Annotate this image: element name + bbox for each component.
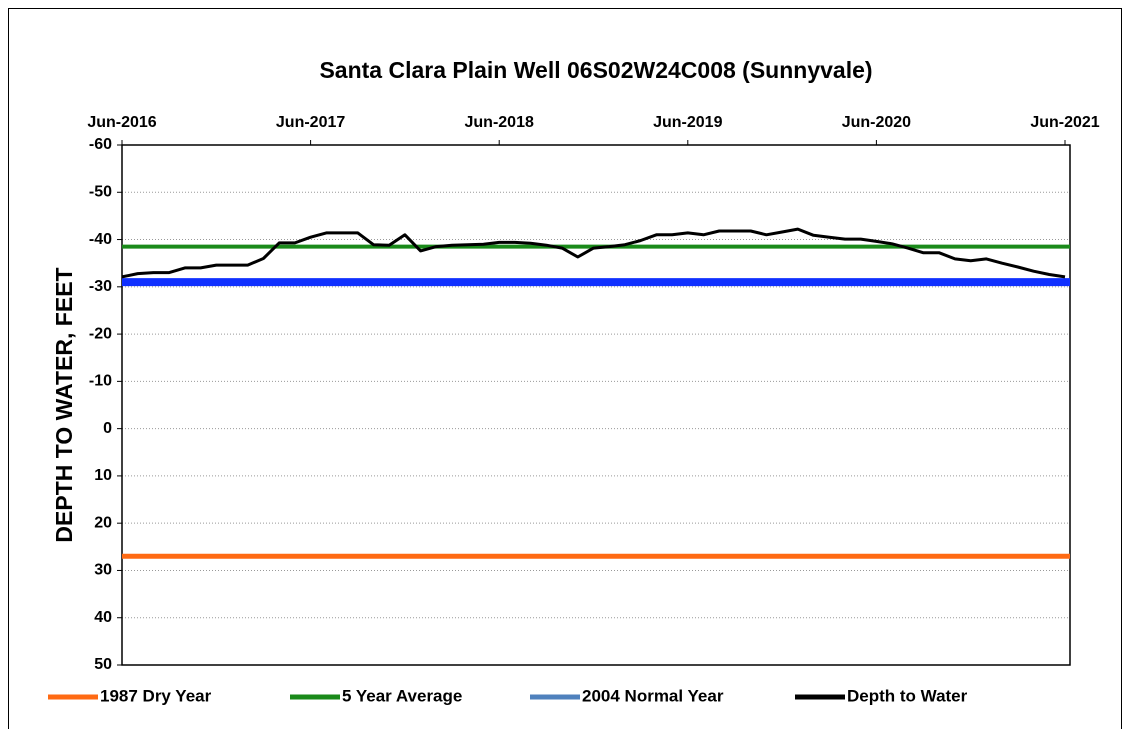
y-tick-label: 50 — [94, 656, 112, 673]
x-tick-label: Jun-2021 — [1030, 114, 1099, 131]
y-axis-label: DEPTH TO WATER, FEET — [51, 267, 77, 542]
x-tick-label: Jun-2017 — [276, 114, 345, 131]
legend-label: 1987 Dry Year — [100, 686, 212, 705]
x-tick-label: Jun-2020 — [842, 114, 911, 131]
y-tick-label: -50 — [89, 183, 112, 200]
chart-border — [8, 8, 1122, 729]
legend-label: 2004 Normal Year — [582, 686, 724, 705]
y-tick-label: -20 — [89, 325, 112, 342]
legend-label: 5 Year Average — [342, 686, 462, 705]
x-tick-label: Jun-2018 — [465, 114, 534, 131]
chart-title: Santa Clara Plain Well 06S02W24C008 (Sun… — [319, 57, 872, 83]
y-tick-label: -10 — [89, 373, 112, 390]
y-tick-label: 40 — [94, 609, 112, 626]
plot-area — [121, 144, 1071, 666]
y-tick-label: 0 — [103, 420, 112, 437]
y-tick-label: -30 — [89, 278, 112, 295]
y-tick-label: -40 — [89, 231, 112, 248]
y-tick-label: 30 — [94, 562, 112, 579]
legend-label: Depth to Water — [847, 686, 968, 705]
y-tick-label: 10 — [94, 467, 112, 484]
y-tick-label: 20 — [94, 514, 112, 531]
x-tick-label: Jun-2016 — [87, 114, 156, 131]
x-tick-label: Jun-2019 — [653, 114, 722, 131]
y-tick-label: -60 — [89, 136, 112, 153]
data-line — [121, 227, 1066, 279]
